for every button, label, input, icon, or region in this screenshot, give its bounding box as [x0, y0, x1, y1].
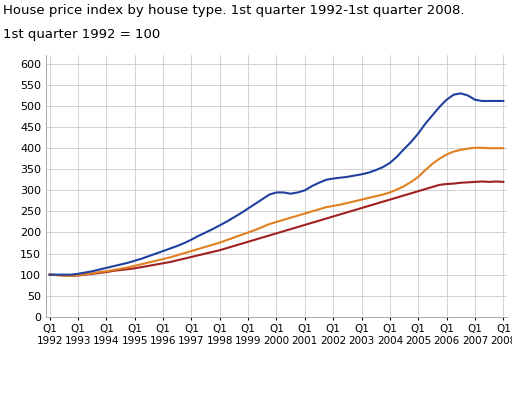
- Text: 1st quarter 1992 = 100: 1st quarter 1992 = 100: [3, 28, 160, 41]
- Text: House price index by house type. 1st quarter 1992-1st quarter 2008.: House price index by house type. 1st qua…: [3, 4, 464, 17]
